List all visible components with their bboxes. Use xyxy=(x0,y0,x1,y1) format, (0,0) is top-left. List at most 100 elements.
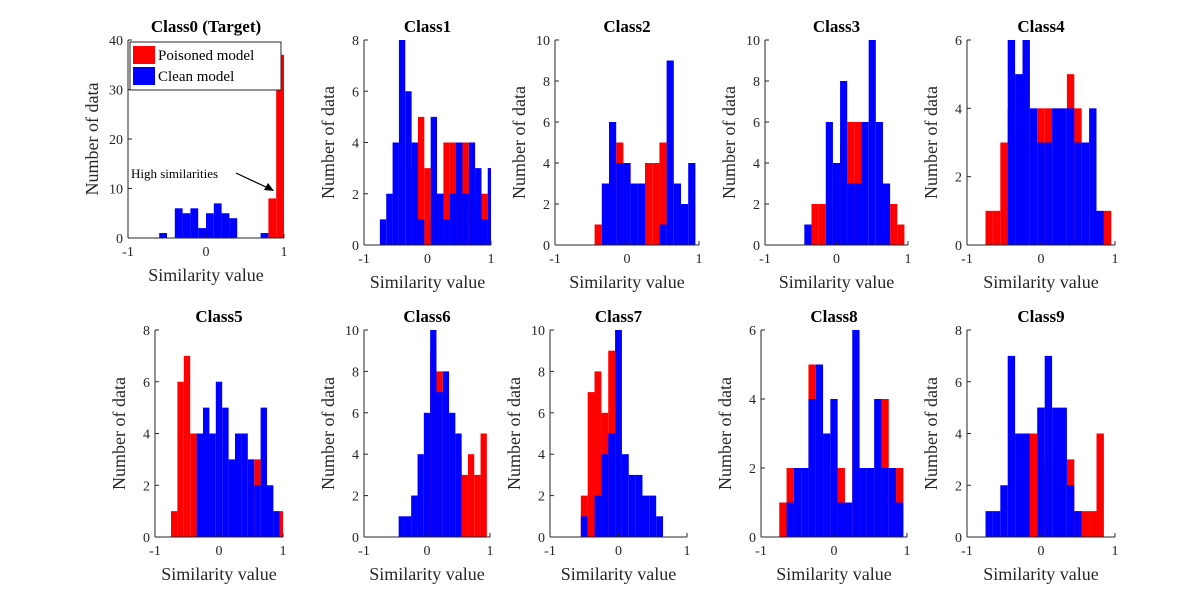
y-tick-label: 4 xyxy=(955,428,962,443)
clean-bar xyxy=(1052,407,1060,537)
clean-bar xyxy=(430,330,437,537)
clean-bar xyxy=(404,516,412,537)
panel-title: Class8 xyxy=(810,307,857,326)
y-tick-label: 10 xyxy=(746,34,760,49)
x-tick-label: 0 xyxy=(424,252,431,267)
poisoned-bar xyxy=(268,198,277,238)
poisoned-bar xyxy=(818,204,826,245)
y-tick-label: 6 xyxy=(538,407,545,422)
clean-bar xyxy=(844,502,853,537)
panel-title: Class6 xyxy=(403,307,450,326)
clean-bar xyxy=(1015,433,1023,537)
legend: Poisoned model Clean model xyxy=(129,41,282,91)
clean-bar xyxy=(442,371,450,537)
clean-bar xyxy=(681,204,689,245)
panel-title: Class0 (Target) xyxy=(151,17,261,36)
poisoned-bar xyxy=(594,224,602,245)
y-axis-label: Number of data xyxy=(504,377,524,490)
y-tick-label: 2 xyxy=(352,490,359,505)
y-tick-label: 4 xyxy=(753,157,760,172)
clean-bar xyxy=(615,330,622,537)
y-tick-label: 4 xyxy=(543,157,550,172)
clean-bar xyxy=(985,511,993,537)
y-tick-label: 0 xyxy=(352,239,359,254)
panel-title: Class9 xyxy=(1017,307,1064,326)
y-tick-label: 2 xyxy=(352,188,359,203)
clean-bar xyxy=(808,399,816,537)
clean-bar xyxy=(642,495,650,537)
clean-bar xyxy=(386,193,393,245)
y-tick-label: 4 xyxy=(143,428,150,443)
clean-bar xyxy=(793,468,802,537)
y-tick-label: 6 xyxy=(352,407,359,422)
poisoned-bar xyxy=(183,355,191,537)
poisoned-bar xyxy=(890,204,898,245)
x-tick-label: -1 xyxy=(961,544,973,559)
y-tick-label: 0 xyxy=(955,531,962,546)
clean-bar xyxy=(456,142,463,245)
clean-bar xyxy=(649,495,657,537)
x-tick-label: 1 xyxy=(1112,544,1119,559)
clean-bar xyxy=(379,219,387,245)
clean-bar xyxy=(673,183,681,245)
x-axis-label: Similarity value xyxy=(983,272,1098,292)
clean-bar xyxy=(455,433,462,537)
y-tick-label: 4 xyxy=(538,448,545,463)
y-tick-label: 2 xyxy=(955,171,962,186)
clean-bar xyxy=(1037,142,1045,245)
clean-bar xyxy=(1044,355,1053,537)
y-tick-label: 6 xyxy=(753,116,760,131)
y-tick-label: 4 xyxy=(749,393,756,408)
clean-bar xyxy=(475,168,482,245)
x-tick-label: 0 xyxy=(216,544,223,559)
y-tick-label: 0 xyxy=(543,239,550,254)
y-tick-label: 2 xyxy=(143,479,150,494)
clean-bar xyxy=(1022,433,1030,537)
x-axis-label: Similarity value xyxy=(983,564,1098,584)
clean-bar xyxy=(866,468,875,537)
clean-bar xyxy=(267,485,274,537)
clean-bar xyxy=(837,502,845,537)
y-tick-label: 8 xyxy=(352,365,359,380)
clean-bar xyxy=(666,60,674,245)
y-tick-label: 2 xyxy=(538,490,545,505)
clean-bar xyxy=(159,233,167,238)
clean-bar xyxy=(174,208,183,238)
clean-bar xyxy=(449,193,457,245)
y-tick-label: 0 xyxy=(352,531,359,546)
clean-bar xyxy=(468,142,476,245)
clean-bar xyxy=(601,454,609,537)
clean-bar xyxy=(601,183,609,245)
clean-bar xyxy=(823,433,831,537)
clean-bar xyxy=(443,219,450,245)
clean-bar xyxy=(1066,108,1075,245)
clean-bar xyxy=(609,122,617,245)
clean-bar xyxy=(198,228,206,238)
clean-bar xyxy=(411,495,418,537)
poisoned-bar xyxy=(1089,511,1097,537)
annotation-text: High similarities xyxy=(131,166,218,181)
clean-bar xyxy=(594,495,602,537)
clean-bar xyxy=(1000,485,1008,537)
poisoned-bar xyxy=(587,392,595,537)
y-tick-label: 6 xyxy=(955,376,962,391)
clean-bar xyxy=(229,218,238,238)
x-axis-label: Similarity value xyxy=(776,564,891,584)
y-tick-label: 2 xyxy=(749,462,756,477)
clean-bar xyxy=(1074,511,1082,537)
annotation-arrowhead xyxy=(264,183,274,191)
legend-swatch-clean xyxy=(133,67,155,85)
x-axis-label: Similarity value xyxy=(161,564,276,584)
x-tick-label: 0 xyxy=(833,252,840,267)
y-tick-label: 4 xyxy=(352,137,359,152)
clean-bar xyxy=(628,474,636,537)
clean-bar xyxy=(487,168,491,245)
poisoned-bar xyxy=(645,163,653,245)
y-tick-label: 2 xyxy=(543,198,550,213)
x-tick-label: -1 xyxy=(358,544,370,559)
y-tick-label: 6 xyxy=(352,85,359,100)
y-axis-label: Number of data xyxy=(509,86,529,199)
